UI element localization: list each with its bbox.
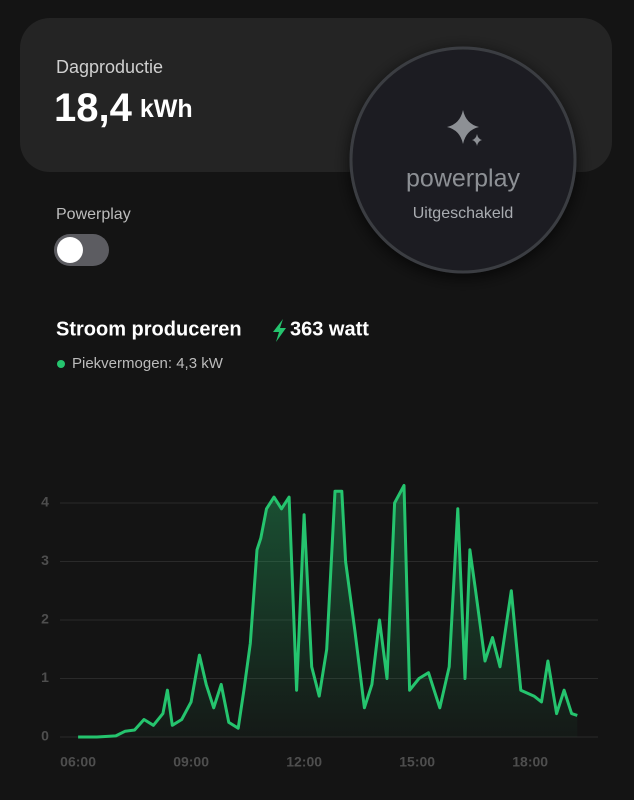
y-tick-label: 3 (41, 552, 49, 568)
x-tick-label: 15:00 (399, 754, 435, 770)
current-power: 363 watt (290, 318, 369, 340)
brand: powerplay (406, 165, 520, 193)
chart-subtitle: Piekvermogen: 4,3 kW (72, 355, 224, 372)
chart-title: Stroom produceren (56, 318, 242, 340)
card-label: Dagproductie (56, 57, 163, 77)
status: Uitgeschakeld (413, 205, 514, 222)
legend-dot (57, 360, 65, 368)
powerplay-badge[interactable] (349, 46, 577, 274)
value: 18,4 (54, 86, 133, 130)
y-tick-label: 4 (41, 494, 49, 510)
y-tick-label: 1 (41, 669, 49, 685)
sparkle-icon (447, 110, 482, 146)
production-value: 18,4 kWh (54, 86, 193, 130)
unit: kWh (140, 95, 193, 123)
line (78, 483, 578, 739)
toggle-label: Powerplay (56, 206, 131, 223)
x-tick-label: 12:00 (286, 754, 322, 770)
bolt-icon (273, 319, 286, 342)
y-tick-label: 0 (41, 728, 49, 744)
plot: 0 1 2 3 4 06:00 09:00 12:00 15:00 18:00 (41, 483, 598, 770)
x-tick-label: 06:00 (60, 754, 96, 770)
toggle-knob[interactable] (57, 237, 83, 263)
x-tick-label: 18:00 (512, 754, 548, 770)
y-tick-label: 2 (41, 611, 49, 627)
x-tick-label: 09:00 (173, 754, 209, 770)
